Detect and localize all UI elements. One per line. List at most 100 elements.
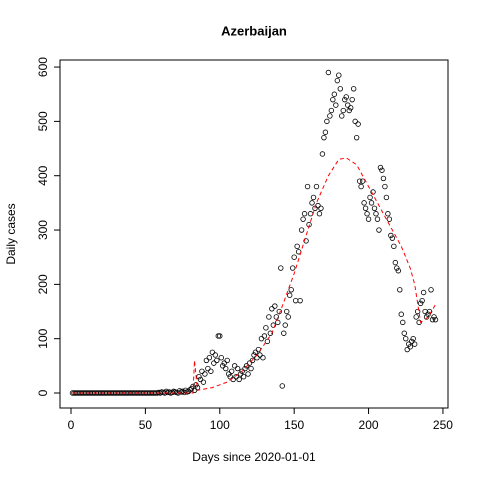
point bbox=[397, 287, 403, 293]
point bbox=[419, 297, 425, 304]
point bbox=[398, 311, 404, 317]
y-axis-label: Daily cases bbox=[4, 203, 18, 264]
point bbox=[202, 371, 208, 377]
point bbox=[374, 216, 381, 222]
point bbox=[185, 388, 192, 395]
y-tick-label: 200 bbox=[36, 274, 50, 294]
point bbox=[304, 183, 311, 190]
point bbox=[356, 178, 363, 184]
point bbox=[428, 287, 434, 293]
point bbox=[243, 363, 250, 369]
point bbox=[246, 360, 253, 366]
y-tick-label: 600 bbox=[36, 57, 50, 77]
point bbox=[272, 303, 278, 309]
point bbox=[298, 227, 305, 233]
point bbox=[420, 289, 427, 296]
point bbox=[206, 354, 213, 361]
point bbox=[321, 134, 327, 141]
point bbox=[394, 265, 400, 271]
point bbox=[211, 360, 217, 366]
y-tick-label: 100 bbox=[36, 328, 50, 348]
point bbox=[331, 91, 338, 97]
point bbox=[373, 211, 379, 217]
point bbox=[339, 113, 345, 119]
y-tick-label: 500 bbox=[36, 111, 50, 131]
point bbox=[239, 368, 245, 374]
y-tick-label: 300 bbox=[36, 220, 50, 240]
point bbox=[337, 86, 343, 92]
point bbox=[309, 200, 315, 206]
point bbox=[355, 121, 361, 127]
point bbox=[270, 322, 277, 328]
point bbox=[334, 77, 341, 84]
point bbox=[266, 314, 272, 320]
point bbox=[413, 314, 419, 320]
point bbox=[209, 349, 216, 355]
point bbox=[379, 167, 385, 173]
point bbox=[261, 333, 268, 339]
point bbox=[269, 306, 275, 312]
point bbox=[431, 314, 437, 320]
point bbox=[200, 379, 207, 385]
x-tick-label: 150 bbox=[284, 418, 304, 432]
point bbox=[234, 365, 241, 372]
point bbox=[226, 371, 232, 377]
point bbox=[403, 335, 409, 342]
point bbox=[287, 292, 293, 298]
point bbox=[327, 113, 333, 119]
point bbox=[224, 357, 230, 364]
point bbox=[417, 300, 424, 307]
point bbox=[199, 368, 205, 374]
point bbox=[282, 322, 288, 328]
point bbox=[231, 363, 238, 369]
x-tick-label: 250 bbox=[433, 418, 453, 432]
point bbox=[346, 107, 352, 114]
x-tick-label: 100 bbox=[210, 418, 230, 432]
point bbox=[205, 365, 211, 372]
point bbox=[336, 72, 342, 78]
point bbox=[389, 235, 396, 241]
point bbox=[365, 216, 372, 222]
point bbox=[197, 376, 204, 383]
point bbox=[285, 314, 291, 320]
point bbox=[380, 175, 387, 182]
point bbox=[203, 357, 210, 364]
point bbox=[257, 352, 263, 358]
point bbox=[316, 211, 323, 217]
x-tick-label: 200 bbox=[359, 418, 379, 432]
point bbox=[352, 118, 358, 125]
point bbox=[333, 102, 339, 108]
point bbox=[362, 205, 369, 212]
point bbox=[273, 314, 280, 320]
point bbox=[324, 118, 330, 125]
x-tick-label: 0 bbox=[68, 418, 75, 432]
point bbox=[423, 314, 430, 320]
point bbox=[218, 354, 224, 361]
point bbox=[385, 211, 391, 217]
point bbox=[289, 265, 296, 271]
point bbox=[410, 335, 416, 342]
point bbox=[359, 178, 366, 184]
point bbox=[330, 96, 336, 103]
point bbox=[310, 194, 317, 201]
point bbox=[395, 268, 402, 274]
point bbox=[414, 308, 421, 315]
point bbox=[208, 368, 214, 374]
smooth-line bbox=[72, 157, 436, 394]
point bbox=[163, 388, 169, 395]
point bbox=[353, 134, 360, 141]
point bbox=[383, 194, 390, 201]
point bbox=[227, 374, 233, 380]
point bbox=[217, 333, 223, 339]
point bbox=[248, 365, 254, 372]
point bbox=[388, 232, 394, 239]
point bbox=[425, 311, 431, 317]
point bbox=[263, 325, 269, 331]
x-tick-label: 50 bbox=[139, 418, 153, 432]
point bbox=[391, 243, 397, 250]
point bbox=[191, 387, 198, 393]
point bbox=[345, 102, 351, 108]
point bbox=[313, 183, 320, 190]
plot-box bbox=[59, 59, 449, 409]
